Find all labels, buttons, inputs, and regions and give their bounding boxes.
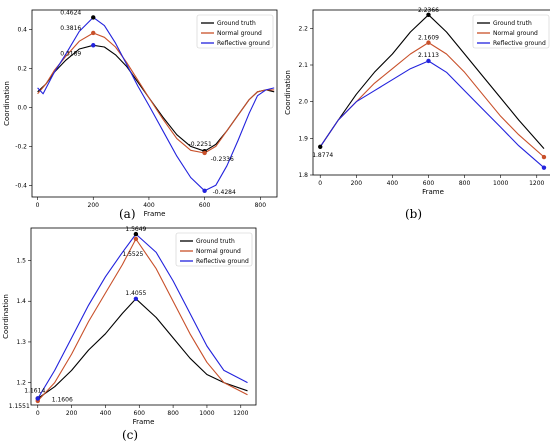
data-label: 0.3816 (60, 25, 81, 32)
chart-panel-a: 0 200 400 600 800 -0.4 -0.2 0.0 0.2 0.4 Frame Coord… (3, 9, 278, 218)
annotation-point (541, 165, 547, 170)
x-tick-label: 600 (134, 410, 146, 417)
series-line-normal-ground (37, 32, 275, 154)
x-tick-label: 1000 (199, 410, 214, 417)
x-tick-label: 200 (88, 202, 100, 209)
data-label: 2.1609 (418, 35, 439, 42)
data-label: -0.4284 (213, 189, 236, 196)
panel-label-c: (c) (122, 428, 138, 442)
y-tick-label: 2.2 (298, 25, 308, 32)
x-tick-label: 800 (167, 410, 179, 417)
x-tick-label: 0 (36, 410, 40, 417)
series-line-ground-truth (37, 44, 275, 152)
x-tick-label: 400 (100, 410, 112, 417)
x-tick-label: 400 (143, 202, 155, 209)
annotation-point (35, 396, 40, 401)
legend-entry: Reflective ground (217, 40, 270, 47)
annotation-point (318, 144, 323, 149)
legend-entry: Ground truth (493, 20, 532, 27)
annotation-point (426, 40, 431, 45)
y-tick-label: 1.9 (298, 135, 308, 142)
data-label: -0.2336 (211, 156, 234, 163)
y-tick-label: 1.8 (298, 172, 308, 179)
annotation-point (541, 154, 547, 160)
annotation-point (426, 12, 431, 17)
annotation-point (133, 296, 139, 301)
data-label: 1.8774 (312, 152, 333, 159)
annotation-point (133, 231, 139, 237)
data-label: 1.1551 (9, 403, 30, 410)
y-axis-label: Coordination (3, 81, 11, 126)
legend-entry: Normal ground (493, 30, 538, 37)
legend-entry: Normal ground (217, 30, 262, 37)
x-tick-label: 600 (199, 202, 211, 209)
legend-box (175, 232, 253, 267)
series-line-reflective-ground (37, 16, 275, 192)
x-tick-label: 200 (66, 410, 78, 417)
series-line-reflective-ground (319, 60, 545, 169)
annotation-point (91, 15, 96, 20)
plot-frame (31, 9, 278, 198)
plot-frame (312, 9, 550, 176)
chart-panel-c: 0 200 400 600 800 1000 1200 1.2 1.3 1.4 1.5 Frame Co… (2, 226, 257, 426)
y-tick-label: 1.4 (16, 298, 26, 305)
annotation-point (426, 58, 431, 64)
x-tick-label: 400 (387, 180, 399, 187)
x-axis-label: Frame (422, 188, 444, 196)
x-tick-label: 0 (36, 202, 40, 209)
data-label: -0.2251 (189, 141, 212, 148)
x-tick-label: 800 (255, 202, 267, 209)
series-line-normal-ground (319, 42, 545, 158)
y-tick-label: 2.1 (298, 62, 308, 69)
data-label: 2.2366 (418, 7, 439, 14)
y-tick-label: -0.4 (15, 182, 27, 189)
x-tick-label: 1200 (233, 410, 248, 417)
data-label: 1.1614 (24, 387, 45, 394)
y-tick-label: 0.4 (17, 26, 27, 33)
x-tick-label: 200 (351, 180, 363, 187)
legend-entry: Reflective ground (493, 40, 546, 47)
x-tick-label: 1000 (493, 180, 508, 187)
data-label: 0.4624 (60, 9, 81, 16)
data-label: 1.1606 (52, 396, 73, 403)
chart-panel-b: 0 200 400 600 800 1000 1200 1.8 1.9 2.0 2.1 2.2 Fram… (284, 7, 550, 196)
legend-entry: Ground truth (196, 238, 235, 245)
y-tick-label: 0.0 (17, 104, 27, 111)
series-line-ground-truth (37, 298, 248, 399)
x-tick-label: 800 (459, 180, 471, 187)
y-tick-label: 1.5 (16, 258, 26, 265)
panel-label-a: (a) (119, 207, 136, 221)
x-tick-label: 1200 (529, 180, 544, 187)
annotation-point (202, 150, 207, 156)
x-axis-label: Frame (133, 418, 155, 426)
legend-box (196, 14, 274, 49)
x-tick-label: 600 (423, 180, 435, 187)
legend-box (472, 14, 550, 49)
data-label: 1.4055 (125, 290, 146, 297)
data-label: 0.3189 (60, 50, 81, 57)
legend-entry: Ground truth (217, 20, 256, 27)
y-tick-label: 1.3 (16, 339, 26, 346)
y-tick-label: 0.2 (17, 65, 27, 72)
plot-frame (30, 227, 257, 406)
data-label: 1.5525 (122, 251, 143, 258)
data-label: 2.1113 (418, 52, 439, 59)
legend-entry: Normal ground (196, 248, 241, 255)
y-tick-label: 2.0 (298, 99, 308, 106)
y-axis-label: Coordination (2, 294, 10, 339)
annotation-point (133, 236, 139, 242)
legend-entry: Reflective ground (196, 258, 249, 265)
annotation-point (91, 43, 96, 48)
panel-label-b: (b) (405, 207, 422, 221)
data-label: 1.5649 (125, 226, 146, 233)
annotation-point (202, 188, 207, 193)
x-axis-label: Frame (144, 210, 166, 218)
y-tick-label: -0.2 (15, 143, 27, 150)
annotation-point (91, 30, 96, 36)
y-axis-label: Coordination (284, 70, 292, 115)
x-tick-label: 0 (318, 180, 322, 187)
y-tick-label: 1.2 (16, 380, 26, 387)
